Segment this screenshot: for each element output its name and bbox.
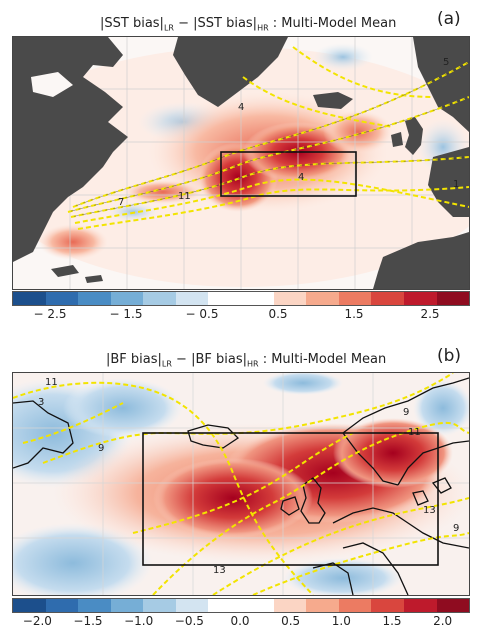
contour-label: 3 xyxy=(38,397,44,408)
panel-a-colorbar-ticks: − 2.5 − 1.5 − 0.5 0.5 1.5 2.5 xyxy=(12,307,468,323)
colorbar-tick-label: 2.5 xyxy=(420,307,440,321)
colorbar-swatch xyxy=(338,599,372,612)
colorbar-swatch xyxy=(403,599,437,612)
colorbar-swatch xyxy=(241,599,274,612)
colorbar-tick-label: − 2.5 xyxy=(33,307,67,321)
warm-anomaly xyxy=(38,224,108,260)
cool-anomaly xyxy=(313,43,373,71)
colorbar-swatch xyxy=(273,599,307,612)
panel-b-label: (b) xyxy=(437,346,462,366)
panel-b-title: |BF bias|LR − |BF bias|HR : Multi-Model … xyxy=(106,352,387,369)
colorbar-swatch xyxy=(143,292,176,305)
colorbar-swatch xyxy=(110,292,144,305)
colorbar-swatch xyxy=(371,599,404,612)
panel-b-map: 11 3 9 9 11 13 9 13 xyxy=(12,372,470,596)
colorbar-swatch xyxy=(306,599,339,612)
colorbar-swatch xyxy=(208,599,242,612)
colorbar-swatch xyxy=(78,292,111,305)
colorbar-tick-label: −1.0 xyxy=(124,614,154,628)
colorbar-tick-label: 1.5 xyxy=(344,307,364,321)
colorbar-swatch xyxy=(45,292,79,305)
colorbar-swatch xyxy=(241,292,274,305)
colorbar-swatch xyxy=(436,292,470,305)
panel-a-colorbar xyxy=(12,291,470,306)
colorbar-swatch xyxy=(175,292,209,305)
colorbar-tick-label: − 0.5 xyxy=(185,307,219,321)
contour-label: 13 xyxy=(423,505,436,516)
panel-b-colorbar-ticks: −2.0 −1.5 −1.0 −0.5 0.0 0.5 1.0 1.5 2.0 xyxy=(12,614,468,630)
panel-a-map-svg: 5 4 7 11 4 1 xyxy=(13,37,469,289)
colorbar-tick-label: −0.5 xyxy=(174,614,204,628)
colorbar-tick-label: 2.0 xyxy=(433,614,453,628)
land xyxy=(13,37,469,289)
contour-label: 9 xyxy=(403,407,409,418)
colorbar-swatch xyxy=(306,292,339,305)
colorbar-swatch xyxy=(208,292,242,305)
study-region-box xyxy=(142,432,439,566)
colorbar-swatch xyxy=(403,292,437,305)
contour-label: 11 xyxy=(45,377,58,388)
colorbar-swatch xyxy=(273,292,307,305)
negative-anomaly xyxy=(63,378,183,438)
colorbar-swatch xyxy=(13,292,46,305)
colorbar-tick-label: −2.0 xyxy=(22,614,52,628)
contour-label: 4 xyxy=(298,172,304,183)
colorbar-swatch xyxy=(143,599,176,612)
panel-b-colorbar xyxy=(12,598,470,613)
panel-a-title: |SST bias|LR − |SST bias|HR : Multi-Mode… xyxy=(100,16,397,33)
panel-a-label: (a) xyxy=(437,9,461,29)
colorbar-tick-label: 0.5 xyxy=(268,307,288,321)
study-region-box xyxy=(220,151,357,197)
colorbar-tick-label: − 1.5 xyxy=(109,307,143,321)
colorbar-swatch xyxy=(13,599,46,612)
colorbar-tick-label: 0.5 xyxy=(281,614,301,628)
colorbar-tick-label: −1.5 xyxy=(73,614,103,628)
colorbar-swatch xyxy=(338,292,372,305)
contour-label: 9 xyxy=(98,443,104,454)
panel-a-map: 5 4 7 11 4 1 xyxy=(12,36,470,290)
contour-label: 7 xyxy=(118,197,124,208)
warm-anomaly xyxy=(123,180,203,204)
contour-label: 11 xyxy=(178,191,191,202)
positive-anomaly-core xyxy=(333,418,453,488)
colorbar-swatch xyxy=(371,292,404,305)
negative-anomaly xyxy=(413,380,469,436)
panel-b-map-svg: 11 3 9 9 11 13 9 13 xyxy=(13,373,469,595)
contour-label: 13 xyxy=(213,565,226,576)
colorbar-swatch xyxy=(45,599,79,612)
contour-label: 9 xyxy=(453,523,459,534)
colorbar-swatch xyxy=(436,599,470,612)
contour-label: 1 xyxy=(453,179,459,190)
colorbar-swatch xyxy=(110,599,144,612)
colorbar-tick-label: 1.5 xyxy=(382,614,402,628)
colorbar-swatch xyxy=(175,599,209,612)
contour-label: 4 xyxy=(238,102,244,113)
contour-label: 5 xyxy=(443,57,449,68)
colorbar-tick-label: 1.0 xyxy=(331,614,351,628)
colorbar-swatch xyxy=(78,599,111,612)
colorbar-tick-label: 0.0 xyxy=(230,614,250,628)
